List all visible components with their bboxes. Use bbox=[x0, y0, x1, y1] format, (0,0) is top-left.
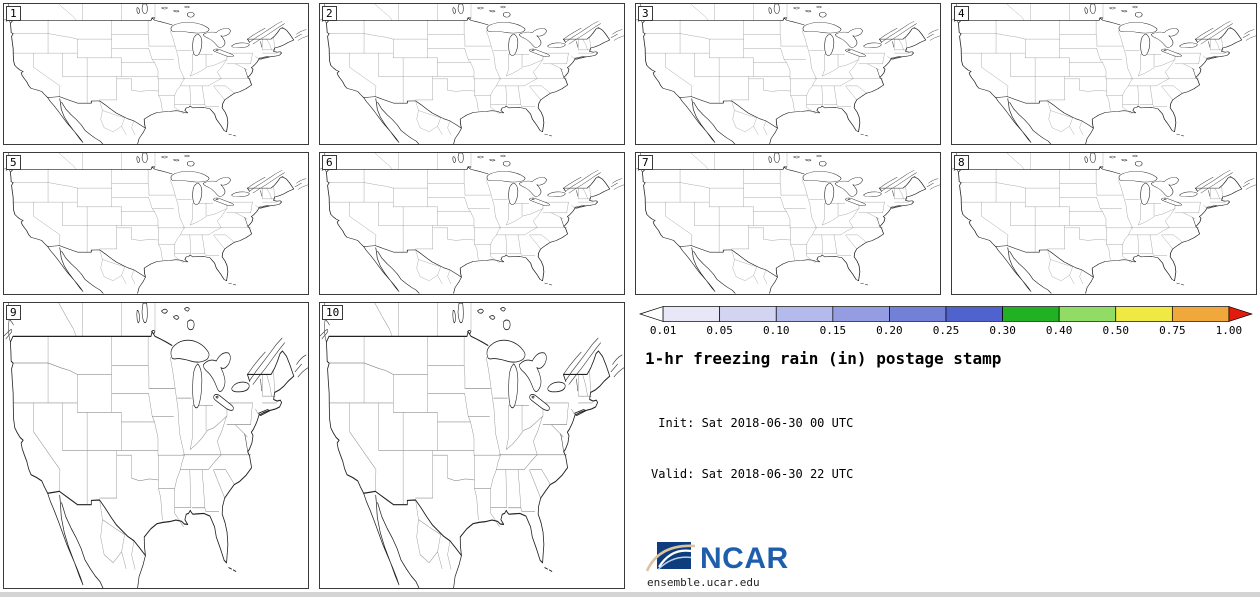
panel-grid: 1 2 3 4 5 6 7 8 9 10 0.01 0.05 0.10 0.15 0.20 0.25 0.30… bbox=[3, 3, 1257, 589]
horizontal-scrollbar[interactable] bbox=[0, 592, 1260, 597]
us-map bbox=[4, 302, 308, 588]
member-number-label: 6 bbox=[322, 155, 337, 171]
ncar-logo-icon bbox=[645, 542, 696, 572]
us-map bbox=[636, 153, 940, 294]
time-info: Init: Sat 2018-06-30 00 UTC Valid: Sat 2… bbox=[639, 382, 1253, 516]
colorbar-tick-label: 0.10 bbox=[762, 323, 790, 337]
us-map bbox=[320, 4, 624, 145]
colorbar-tick-labels: 0.01 0.05 0.10 0.15 0.20 0.25 0.30 0.40 0.50 0.75… bbox=[639, 322, 1253, 337]
member-number-label: 5 bbox=[6, 155, 21, 171]
member-number-label: 10 bbox=[322, 304, 344, 320]
forecast-panel-9[interactable]: 9 bbox=[3, 301, 309, 589]
member-number-label: 4 bbox=[954, 6, 969, 21]
colorbar: 0.01 0.05 0.10 0.15 0.20 0.25 0.30 0.40 0.50 0.75… bbox=[639, 305, 1253, 337]
forecast-panel-2[interactable]: 2 bbox=[319, 3, 625, 146]
us-map bbox=[636, 4, 940, 145]
colorbar-tick-label: 0.20 bbox=[876, 323, 903, 337]
member-number-label: 9 bbox=[6, 304, 21, 320]
forecast-panel-7[interactable]: 7 bbox=[635, 152, 941, 295]
valid-time: Valid: Sat 2018-06-30 22 UTC bbox=[651, 466, 854, 481]
us-map bbox=[320, 302, 624, 588]
forecast-panel-1[interactable]: 1 bbox=[3, 3, 309, 146]
colorbar-tick-label: 0.75 bbox=[1159, 323, 1186, 337]
colorbar-tick-label: 0.40 bbox=[1045, 323, 1073, 337]
us-map bbox=[952, 153, 1256, 294]
site-url[interactable]: ensemble.ucar.edu bbox=[647, 576, 760, 589]
ncar-logo: NCAR bbox=[645, 536, 1253, 574]
forecast-panel-10[interactable]: 10 bbox=[319, 301, 625, 589]
member-number-label: 8 bbox=[954, 155, 969, 171]
member-number-label: 3 bbox=[638, 6, 653, 21]
us-map bbox=[320, 153, 624, 294]
member-number-label: 7 bbox=[638, 155, 653, 171]
forecast-panel-4[interactable]: 4 bbox=[951, 3, 1257, 146]
colorbar-tick-label: 0.15 bbox=[819, 323, 847, 337]
colorbar-tick-label: 1.00 bbox=[1215, 323, 1243, 337]
branding-block: NCAR ensemble.ucar.edu bbox=[639, 536, 1253, 589]
us-map bbox=[952, 4, 1256, 145]
ncar-logo-text: NCAR bbox=[700, 542, 789, 575]
colorbar-tick-label: 0.30 bbox=[989, 323, 1016, 337]
colorbar-tick-label: 0.25 bbox=[932, 323, 960, 337]
member-number-label: 2 bbox=[322, 6, 337, 21]
init-time: Init: Sat 2018-06-30 00 UTC bbox=[651, 416, 854, 431]
member-number-label: 1 bbox=[6, 6, 21, 21]
product-title: 1-hr freezing rain (in) postage stamp bbox=[645, 348, 1002, 368]
us-map bbox=[4, 4, 308, 145]
colorbar-tick-label: 0.01 bbox=[649, 323, 677, 337]
forecast-panel-8[interactable]: 8 bbox=[951, 152, 1257, 295]
forecast-panel-3[interactable]: 3 bbox=[635, 3, 941, 146]
colorbar-scale bbox=[639, 305, 1253, 322]
colorbar-tick-label: 0.05 bbox=[706, 323, 733, 337]
legend-info-panel: 0.01 0.05 0.10 0.15 0.20 0.25 0.30 0.40 0.50 0.75… bbox=[635, 302, 1257, 589]
colorbar-tick-label: 0.50 bbox=[1102, 323, 1130, 337]
forecast-panel-6[interactable]: 6 bbox=[319, 152, 625, 295]
us-map bbox=[4, 153, 308, 294]
forecast-panel-5[interactable]: 5 bbox=[3, 152, 309, 295]
